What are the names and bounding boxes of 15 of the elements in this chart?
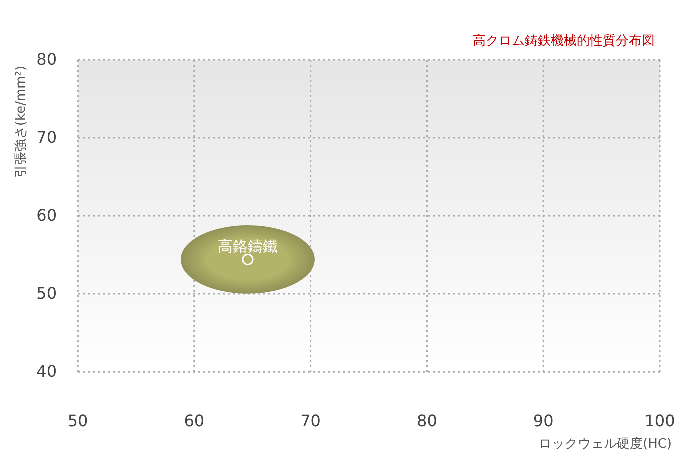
y-tick-label: 70 bbox=[36, 128, 57, 148]
x-tick-label: 50 bbox=[68, 411, 88, 430]
y-tick-label: 60 bbox=[36, 206, 57, 226]
chart-title: 高クロム鋳鉄機械的性質分布図 bbox=[473, 33, 655, 49]
x-axis-title: ロックウェル硬度(HC) bbox=[539, 436, 672, 452]
x-tick-label: 80 bbox=[417, 411, 438, 430]
y-axis-title: 引張強さ(ke/mm²) bbox=[14, 66, 29, 178]
x-tick-label: 60 bbox=[184, 411, 205, 430]
x-tick-label: 100 bbox=[644, 411, 676, 430]
y-tick-label: 50 bbox=[36, 284, 57, 304]
series-label: 高鉻鑄鐵 bbox=[218, 238, 278, 256]
y-tick-label: 80 bbox=[36, 50, 57, 70]
x-tick-label: 70 bbox=[300, 411, 321, 430]
x-tick-label: 90 bbox=[533, 411, 554, 430]
y-tick-label: 40 bbox=[36, 362, 57, 382]
